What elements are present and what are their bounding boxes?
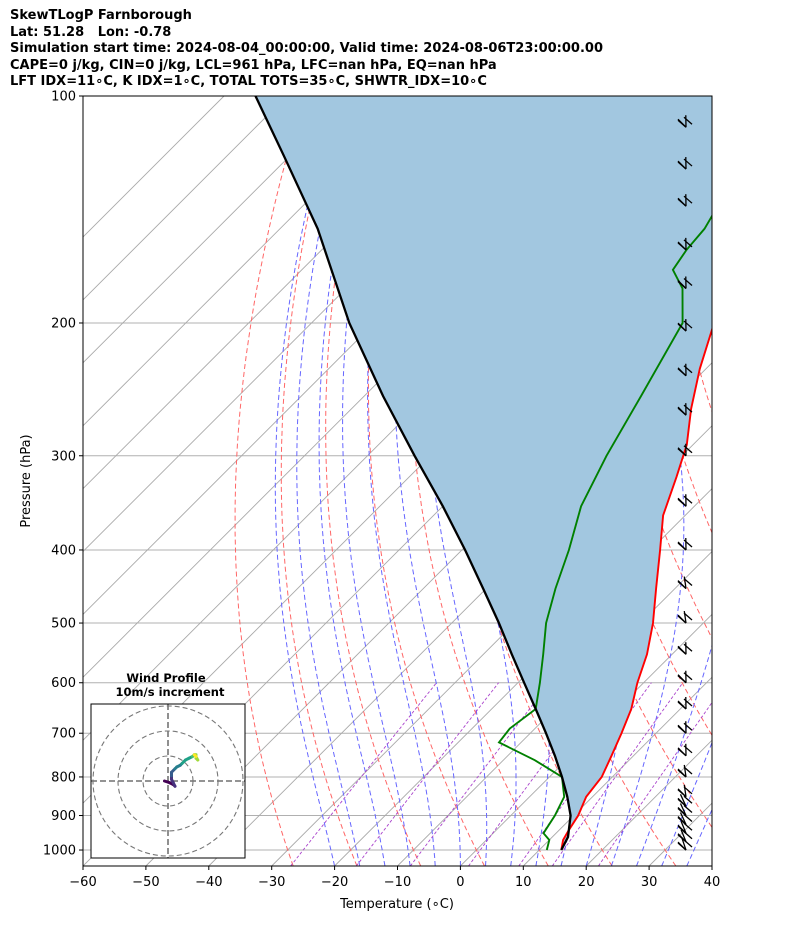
x-tick-label: −60 bbox=[69, 875, 96, 890]
moist-adiabat bbox=[686, 808, 712, 866]
x-tick-label: −10 bbox=[384, 875, 411, 890]
dry-adiabat bbox=[280, 96, 358, 866]
cin-shaded-area bbox=[255, 96, 712, 850]
isotherm-line bbox=[83, 96, 225, 238]
mixing-ratio-line bbox=[290, 682, 437, 866]
parcel-line bbox=[254, 96, 572, 851]
x-tick-label: −50 bbox=[132, 875, 159, 890]
wind-barb bbox=[677, 642, 693, 655]
location-line: Lat: 51.28 Lon: -0.78 bbox=[10, 24, 172, 40]
moist-adiabat bbox=[367, 96, 436, 866]
dry-adiabat bbox=[367, 96, 485, 866]
wind-barb bbox=[677, 115, 693, 128]
inset-frame bbox=[90, 703, 246, 859]
wind-barb bbox=[677, 784, 693, 798]
x-tick-label: −30 bbox=[258, 875, 285, 890]
y-tick-label: 800 bbox=[51, 770, 76, 785]
moist-adiabat bbox=[610, 96, 685, 866]
mixing-ratio-line bbox=[410, 682, 550, 866]
x-tick-label: −40 bbox=[195, 875, 222, 890]
moist-adiabat bbox=[711, 864, 712, 866]
x-tick-label: 30 bbox=[641, 875, 658, 890]
wind-barb bbox=[677, 403, 693, 416]
index-line: LFT IDX=11∘C, K IDX=1∘C, TOTAL TOTS=35∘C… bbox=[10, 74, 487, 90]
wind-barb bbox=[677, 443, 693, 457]
moist-adiabat bbox=[342, 96, 411, 866]
wind-barbs bbox=[677, 115, 693, 851]
temperature-line bbox=[560, 326, 712, 851]
hodograph-segment bbox=[192, 753, 198, 758]
mixing-ratio-line bbox=[551, 682, 684, 866]
x-tick-label: 40 bbox=[704, 875, 721, 890]
moist-adiabat bbox=[636, 96, 712, 866]
inset-ring bbox=[117, 730, 219, 832]
isotherm-line bbox=[83, 96, 351, 364]
isotherm-line bbox=[397, 550, 712, 866]
inset-title: Wind Profile bbox=[126, 671, 206, 685]
x-tick-label: 20 bbox=[578, 875, 595, 890]
chart-header: SkewTLogP Farnborough Lat: 51.28 Lon: -0.… bbox=[10, 8, 603, 91]
wind-barb bbox=[677, 610, 693, 624]
wind-barb bbox=[677, 696, 693, 710]
dry-adiabat bbox=[761, 96, 794, 866]
wind-barb bbox=[677, 157, 693, 170]
wind-barb bbox=[677, 494, 693, 507]
inset-ring bbox=[92, 705, 244, 857]
wind-barb bbox=[677, 194, 693, 207]
title-line: SkewTLogP Farnborough bbox=[10, 8, 192, 23]
y-tick-label: 400 bbox=[51, 543, 76, 558]
mixing-ratio-line bbox=[355, 682, 499, 866]
y-tick-label: 600 bbox=[51, 676, 76, 691]
wind-barb bbox=[677, 670, 693, 684]
y-tick-label: 100 bbox=[51, 90, 76, 105]
x-tick-label: −20 bbox=[321, 875, 348, 890]
y-tick-label: 700 bbox=[51, 727, 76, 742]
x-axis-label: Temperature (∘C) bbox=[339, 897, 454, 912]
wind-barb bbox=[677, 794, 693, 807]
moist-adiabat bbox=[274, 96, 337, 866]
isotherm-line bbox=[83, 96, 288, 301]
inset-subtitle: 10m/s increment bbox=[116, 685, 225, 699]
y-tick-label: 500 bbox=[51, 617, 76, 632]
wind-barb bbox=[677, 820, 693, 834]
wind-barb bbox=[677, 803, 693, 817]
mixing-ratio-line bbox=[468, 682, 605, 866]
wind-barb bbox=[677, 237, 693, 251]
y-tick-label: 900 bbox=[51, 809, 76, 824]
dry-adiabat bbox=[728, 96, 794, 866]
isotherm-line bbox=[711, 865, 712, 866]
isotherm-line bbox=[83, 96, 414, 427]
x-tick-label: 0 bbox=[456, 875, 464, 890]
mixing-ratio-line bbox=[598, 701, 712, 866]
x-tick-label: 10 bbox=[515, 875, 532, 890]
isotherm-line bbox=[334, 487, 712, 866]
wind-barb bbox=[677, 764, 693, 778]
wind-barb bbox=[677, 363, 693, 377]
wind-barb bbox=[677, 537, 693, 551]
wind-barb bbox=[677, 276, 693, 289]
time-line: Simulation start time: 2024-08-04_00:00:… bbox=[10, 41, 603, 57]
moist-adiabat bbox=[318, 96, 386, 866]
y-tick-label: 200 bbox=[51, 316, 76, 331]
wind-barb bbox=[677, 721, 693, 734]
dry-adiabat bbox=[662, 96, 712, 414]
plot-series bbox=[254, 96, 712, 851]
wind-profile-inset: Wind Profile 10m/s increment bbox=[90, 671, 246, 859]
y-tick-label: 300 bbox=[51, 449, 76, 464]
dry-adiabat bbox=[234, 96, 305, 866]
y-axis-label: Pressure (hPa) bbox=[19, 434, 34, 527]
wind-barb bbox=[677, 576, 693, 590]
moist-adiabat bbox=[296, 96, 361, 866]
wind-barb bbox=[677, 319, 693, 332]
y-tick-label: 1000 bbox=[43, 844, 76, 859]
isotherm-line bbox=[522, 676, 712, 866]
wind-barb bbox=[677, 743, 693, 757]
cape-line: CAPE=0 j/kg, CIN=0 j/kg, LCL=961 hPa, LF… bbox=[10, 57, 497, 73]
inset-ring bbox=[142, 755, 194, 807]
dewpoint-line bbox=[497, 214, 712, 851]
